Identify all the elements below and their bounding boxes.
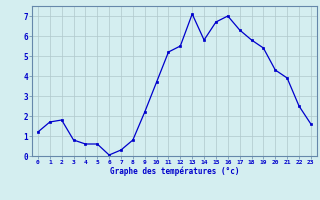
X-axis label: Graphe des températures (°c): Graphe des températures (°c): [110, 167, 239, 176]
